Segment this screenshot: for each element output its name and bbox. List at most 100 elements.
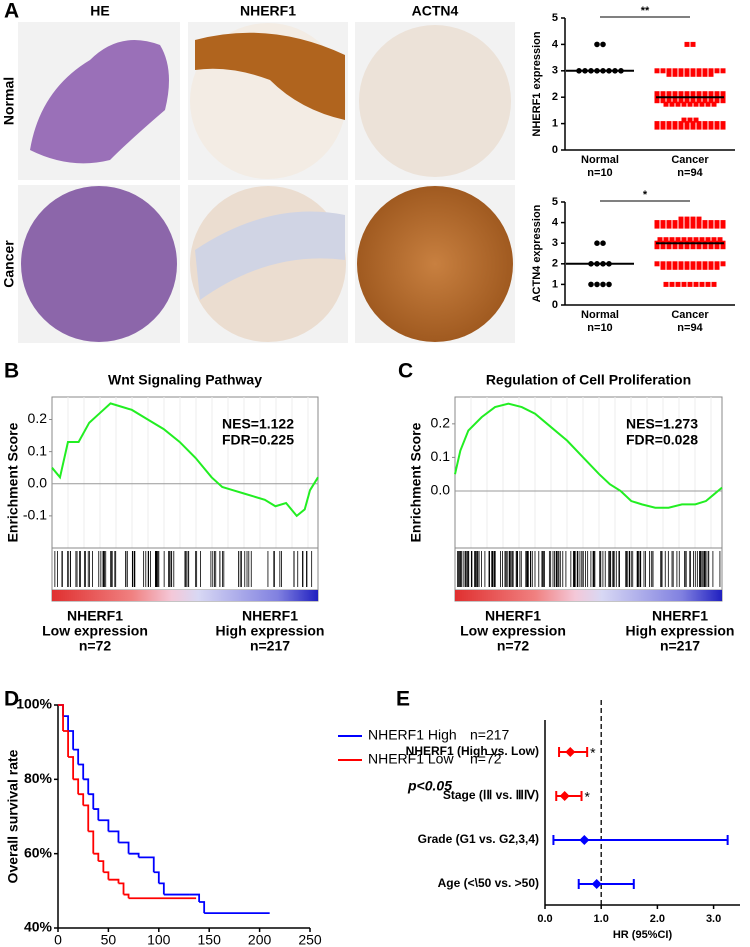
y-axis-label: Enrichment Score [5,422,21,542]
dot [702,91,708,97]
dot [666,261,672,267]
dot [690,41,696,47]
dot [669,101,675,107]
dot [714,121,720,127]
dot [672,223,678,229]
y-axis-label: Enrichment Score [408,422,424,542]
dot [654,261,660,267]
category-label: Stage (ⅠⅡ vs. ⅢⅣ) [443,788,539,802]
dot [720,98,726,104]
dot [714,91,720,97]
dot [711,101,717,107]
group-label: n=217 [660,638,700,654]
significance: * [643,189,648,201]
tissue [359,25,511,177]
y-tick-label: 1 [552,118,558,130]
y-tick-label: 100% [16,696,52,712]
dot [696,223,702,229]
dot [654,98,660,104]
dot [684,216,690,222]
dot [714,223,720,229]
dot [672,68,678,74]
survival-step [88,830,95,854]
y-axis-label: NHERF1 expression [531,31,543,136]
y-tick-label: 2 [552,258,558,270]
survival-step [93,852,100,862]
dot [696,71,702,77]
dot [672,91,678,97]
dot [696,261,702,267]
annotation: NES=1.122 [222,416,294,432]
survival-step [63,730,69,758]
dot [684,220,690,226]
survival-step [108,830,120,843]
dot [660,244,666,250]
dot [666,68,672,74]
dot [660,121,666,127]
dot [660,220,666,226]
dot [696,124,702,130]
dot [684,68,690,74]
dot [705,281,711,287]
dot [720,261,726,267]
dot [678,91,684,97]
dot [693,281,699,287]
dot [702,220,708,226]
dot [666,264,672,270]
dot [654,91,660,97]
y-tick-label: 0.0 [431,482,451,498]
dot [660,68,666,74]
dot [594,281,600,288]
dot [699,237,705,243]
dot [600,240,606,246]
dot [720,244,726,250]
dot [702,244,708,250]
dot [702,121,708,127]
dot [678,264,684,270]
y-tick-label: 4 [552,38,559,50]
dot [684,121,690,127]
dot [687,237,693,243]
dot [708,71,714,77]
dot [699,281,705,287]
rank-gradient [52,590,318,601]
dot [600,41,606,48]
dot [708,261,714,267]
dot [720,121,726,127]
x-tick-label: 250 [298,932,322,947]
dot [672,98,678,104]
survival-step [98,860,105,873]
dot [690,68,696,74]
panel-label: C [398,360,413,383]
dot [708,68,714,74]
n-label: n=10 [587,167,612,179]
survival-step [103,871,110,880]
n-label: n=10 [587,322,612,334]
survival-step [153,871,160,884]
dot [714,244,720,250]
y-tick-label: 3 [552,65,558,77]
dot [684,261,690,267]
dot [672,124,678,130]
x-tick-label: 0.0 [537,913,552,925]
column-label: HE [90,3,109,19]
dot [660,91,666,97]
tissue [30,40,169,164]
hr-point [559,791,570,801]
dot [702,98,708,104]
dot [666,121,672,127]
dot [702,223,708,229]
panel-label: A [4,0,19,23]
dot [666,98,672,104]
hr-point [565,747,576,757]
dot [690,98,696,104]
survival-step [158,882,165,895]
dot [669,237,675,243]
tissue [21,186,177,342]
dot [678,124,684,130]
category-label: Age (<\50 vs. >50) [438,876,539,890]
category-label: NHERF1 (High vs. Low) [406,744,539,758]
row-label: Cancer [1,240,17,288]
dot [678,71,684,77]
dot [714,220,720,226]
